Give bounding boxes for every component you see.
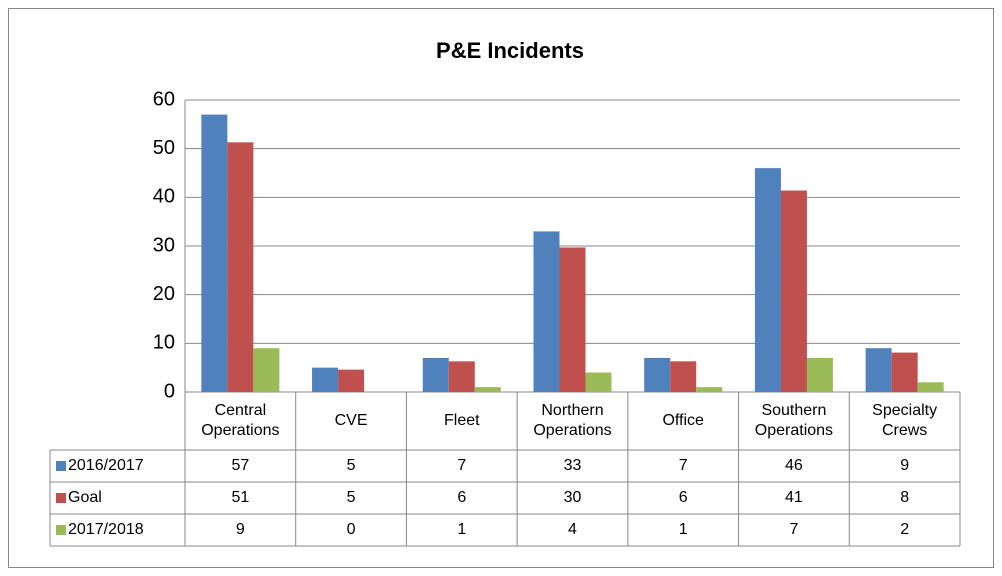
y-tick-label: 40	[153, 186, 175, 208]
y-tick-label: 10	[153, 332, 175, 354]
table-value: 57	[231, 457, 249, 474]
table-value: 6	[679, 489, 688, 506]
x-tick-label-box: Central Operations	[201, 402, 280, 439]
bar	[422, 357, 449, 392]
bar	[533, 231, 560, 392]
bar	[227, 142, 254, 392]
legend-label: 2017/2018	[68, 521, 144, 538]
x-tick-label-box: Northern Operations	[533, 402, 612, 439]
table-value: 30	[564, 489, 582, 506]
x-tick-label: Specialty Crews	[872, 402, 938, 439]
table-value: 9	[900, 457, 909, 474]
legend-swatch	[56, 525, 66, 535]
table-value: 1	[457, 521, 466, 538]
x-tick-label: Southern Operations	[754, 402, 834, 439]
legend-label: Goal	[68, 489, 102, 506]
bar	[780, 190, 807, 392]
bar	[754, 168, 781, 392]
bar	[891, 352, 918, 392]
legend-label: 2016/2017	[68, 457, 144, 474]
table-value: 41	[785, 489, 803, 506]
table-value: 0	[347, 521, 356, 538]
y-tick-label: 30	[153, 234, 175, 256]
y-tick-label: 20	[153, 283, 175, 305]
x-tick-label-box: CVE	[334, 412, 368, 429]
bar	[559, 247, 586, 392]
table-value: 1	[679, 521, 688, 538]
table-value: 6	[457, 489, 466, 506]
x-tick-label: Office	[662, 412, 704, 429]
bar	[670, 361, 697, 392]
table-value: 51	[231, 489, 249, 506]
table-value: 5	[347, 457, 356, 474]
bar	[917, 382, 944, 392]
table-value: 5	[347, 489, 356, 506]
x-tick-label: Fleet	[443, 412, 480, 429]
bar	[474, 387, 501, 392]
table-value: 2	[900, 521, 909, 538]
table-value: 7	[789, 521, 798, 538]
legend-swatch	[56, 493, 66, 503]
bar	[585, 372, 612, 392]
x-tick-label: CVE	[334, 412, 368, 429]
table-value: 4	[568, 521, 577, 538]
x-tick-label: Northern Operations	[533, 402, 612, 439]
bar	[448, 361, 475, 392]
chart-title: P&E Incidents	[436, 38, 584, 63]
bar	[253, 348, 280, 392]
legend-swatch	[56, 461, 66, 471]
x-tick-label: Central Operations	[201, 402, 280, 439]
y-tick-label: 0	[164, 380, 175, 402]
table-value: 7	[679, 457, 688, 474]
bar	[312, 367, 339, 392]
bar	[201, 114, 228, 392]
x-tick-label-box: Office	[662, 412, 704, 429]
table-value: 8	[900, 489, 909, 506]
x-tick-label-box: Specialty Crews	[872, 402, 938, 439]
x-tick-label-box: Fleet	[443, 412, 480, 429]
y-tick-label: 50	[153, 137, 175, 159]
table-value: 7	[457, 457, 466, 474]
x-tick-label-box: Southern Operations	[754, 402, 834, 439]
bar	[806, 357, 833, 392]
y-tick-label: 60	[153, 88, 175, 110]
bar	[644, 357, 671, 392]
table-value: 46	[785, 457, 803, 474]
table-value: 33	[564, 457, 582, 474]
table-value: 9	[236, 521, 245, 538]
chart-border	[8, 8, 994, 568]
bar	[338, 369, 365, 392]
bar	[696, 387, 723, 392]
bar	[865, 348, 892, 392]
